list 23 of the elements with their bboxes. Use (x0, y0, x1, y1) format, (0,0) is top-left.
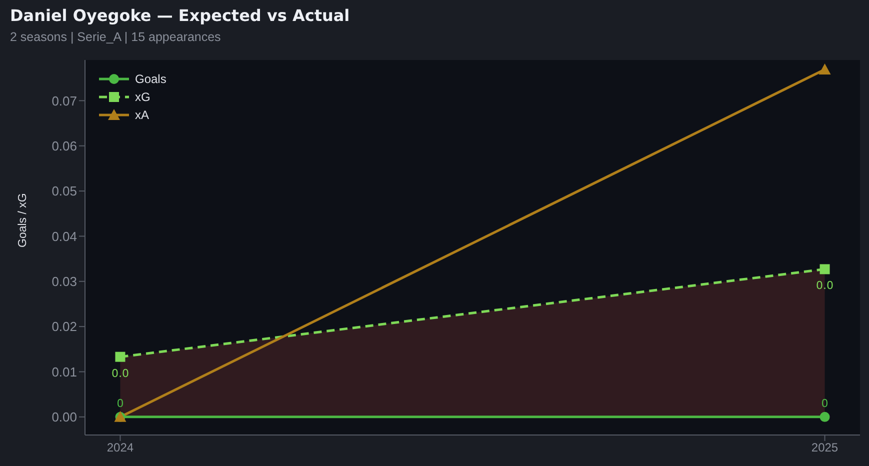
data-label: 0 (116, 396, 124, 410)
data-label: 0.0 (111, 366, 129, 380)
legend-label: xG (135, 90, 150, 104)
x-tick-label: 2024 (106, 440, 134, 455)
chart-subtitle: 2 seasons | Serie_A | 15 appearances (10, 30, 221, 44)
y-tick-label: 0.00 (52, 410, 77, 425)
point (115, 352, 126, 362)
y-tick-label: 0.01 (52, 364, 77, 380)
data-label: 0 (821, 396, 828, 410)
point (820, 264, 830, 274)
y-tick-label: 0.05 (52, 184, 77, 199)
point (820, 412, 830, 422)
chart-title: Daniel Oyegoke — Expected vs Actual (10, 6, 350, 25)
x-tick-label: 2025 (811, 440, 838, 455)
y-tick-label: 0.03 (52, 274, 77, 289)
y-tick-label: 0.07 (52, 93, 77, 108)
data-label: 0.0 (816, 279, 834, 292)
y-tick-label: 0.02 (52, 319, 77, 334)
legend-label: xA (135, 108, 150, 122)
legend-label: Goals (135, 72, 166, 86)
y-tick-label: 0.06 (52, 138, 77, 154)
y-tick-label: 0.04 (52, 228, 77, 244)
y-axis-title: Goals / xG (17, 193, 30, 248)
